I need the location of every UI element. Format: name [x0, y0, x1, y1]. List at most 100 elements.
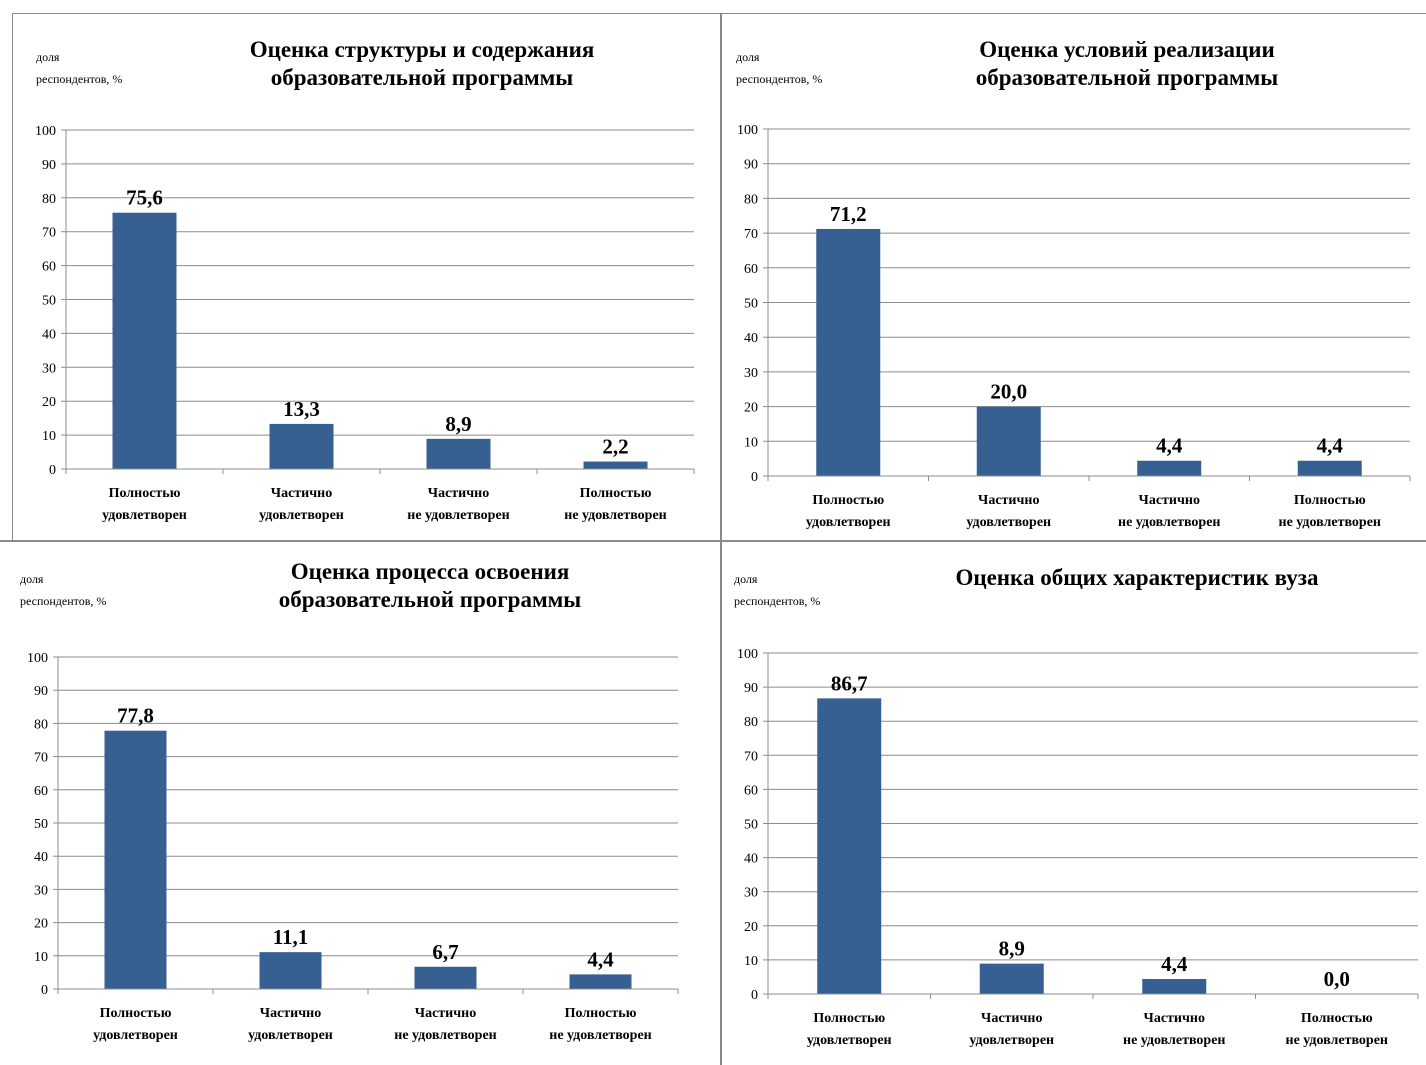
y-tick-label: 20 — [744, 920, 758, 935]
x-category-label: Полностью удовлетворен — [93, 1006, 178, 1043]
y-tick-label: 90 — [744, 681, 758, 696]
chart-panel-structure: доля респондентов, % Оценка структуры и … — [12, 14, 720, 541]
bar — [569, 974, 632, 989]
data-label: 71,2 — [830, 202, 867, 226]
x-category-label-line: не удовлетворен — [1286, 1033, 1388, 1048]
y-axis-label: доля респондентов, % — [736, 50, 823, 86]
x-category-label-line: не удовлетворен — [394, 1028, 496, 1043]
bar — [414, 966, 477, 989]
x-category-label-line: Частично — [978, 493, 1039, 508]
y-tick-label: 20 — [744, 401, 758, 416]
x-category-label-line: Частично — [260, 1006, 321, 1021]
data-label: 11,1 — [273, 925, 309, 949]
x-category-label-line: Полностью — [812, 493, 884, 508]
x-category-label: Частично удовлетворен — [969, 1011, 1054, 1048]
data-label: 75,6 — [126, 186, 163, 210]
x-category-label: Полностью не удовлетворен — [549, 1006, 651, 1043]
y-tick-label: 10 — [744, 435, 758, 450]
y-tick-label: 50 — [744, 818, 758, 833]
vertical-divider — [720, 13, 722, 1065]
y-tick-label: 60 — [42, 260, 56, 275]
y-tick-label: 40 — [34, 850, 48, 865]
x-category-label-line: Частично — [415, 1006, 476, 1021]
chart-title: Оценка структуры и содержания образовате… — [249, 37, 595, 90]
data-label: 20,0 — [990, 380, 1027, 404]
chart-panel-conditions: доля респондентов, % Оценка условий реал… — [722, 14, 1426, 541]
frame-top — [12, 13, 1426, 14]
data-label: 0,0 — [1324, 967, 1350, 991]
x-category-label-line: удовлетворен — [93, 1028, 178, 1043]
x-category-label-line: не удовлетворен — [549, 1028, 651, 1043]
x-category-label-line: Полностью — [1301, 1011, 1373, 1026]
bar — [816, 228, 881, 476]
x-category-label-line: удовлетворен — [969, 1033, 1054, 1048]
frame-left — [12, 13, 13, 541]
x-category-label-line: удовлетворен — [248, 1028, 333, 1043]
bar — [112, 212, 177, 469]
bar — [269, 423, 334, 469]
y-axis-label: доля респондентов, % — [734, 572, 821, 608]
y-tick-label: 70 — [42, 226, 56, 241]
x-category-label-line: удовлетворен — [966, 515, 1051, 530]
y-tick-label: 10 — [744, 954, 758, 969]
x-category-label: Полностью не удовлетворен — [1279, 493, 1381, 530]
bar — [976, 406, 1041, 476]
data-label: 4,4 — [587, 947, 614, 971]
data-label: 8,9 — [445, 412, 471, 436]
y-tick-label: 60 — [34, 784, 48, 799]
y-tick-label: 0 — [751, 470, 758, 485]
bar — [1137, 460, 1202, 476]
chart-title: Оценка условий реализации образовательно… — [975, 37, 1279, 90]
bar-chart: 0 10 20 30 40 50 60 70 80 90 100 86,7 Полностью удовл… — [737, 647, 1419, 1048]
x-category-label-line: Полностью — [565, 1006, 637, 1021]
y-tick-label: 50 — [744, 297, 758, 312]
data-label: 77,8 — [117, 704, 154, 728]
x-category-label: Частично не удовлетворен — [1118, 493, 1220, 530]
y-tick-label: 30 — [744, 366, 758, 381]
x-category-label: Полностью не удовлетворен — [564, 486, 666, 523]
x-category-label-line: Полностью — [580, 486, 652, 501]
data-label: 4,4 — [1161, 952, 1188, 976]
x-category-label-line: Частично — [981, 1011, 1042, 1026]
bar — [1142, 978, 1207, 994]
bar-chart: 0 10 20 30 40 50 60 70 80 90 100 71,2 Полностью удовл… — [737, 123, 1411, 530]
bar — [979, 963, 1044, 994]
x-category-label-line: удовлетворен — [807, 1033, 892, 1048]
x-category-label: Частично удовлетворен — [248, 1006, 333, 1043]
x-category-label-line: не удовлетворен — [407, 508, 509, 523]
data-label: 4,4 — [1156, 434, 1183, 458]
x-category-label: Частично не удовлетворен — [394, 1006, 496, 1043]
bar — [104, 730, 167, 989]
y-tick-label: 90 — [34, 684, 48, 699]
bar — [817, 698, 882, 994]
x-category-label-line: Частично — [1144, 1011, 1205, 1026]
y-tick-label: 20 — [42, 395, 56, 410]
y-tick-label: 40 — [744, 331, 758, 346]
x-category-label: Полностью удовлетворен — [102, 486, 187, 523]
x-category-label: Частично удовлетворен — [966, 493, 1051, 530]
bar-chart: 0 10 20 30 40 50 60 70 80 90 100 75,6 Полностью удовл… — [35, 124, 695, 523]
bar — [583, 461, 648, 469]
y-tick-label: 90 — [42, 158, 56, 173]
y-tick-label: 10 — [42, 429, 56, 444]
chart-panel-process: доля респондентов, % Оценка процесса осв… — [0, 542, 720, 1065]
y-tick-label: 70 — [744, 749, 758, 764]
x-category-label: Частично не удовлетворен — [1123, 1011, 1225, 1048]
y-tick-label: 50 — [42, 294, 56, 309]
x-category-label-line: не удовлетворен — [1118, 515, 1220, 530]
x-category-label-line: не удовлетворен — [1279, 515, 1381, 530]
y-tick-label: 20 — [34, 917, 48, 932]
y-tick-label: 80 — [34, 717, 48, 732]
chart-title: Оценка процесса освоения образовательной… — [278, 559, 582, 612]
y-tick-label: 10 — [34, 950, 48, 965]
data-label: 6,7 — [432, 940, 458, 964]
bar — [1297, 460, 1362, 476]
y-tick-label: 50 — [34, 817, 48, 832]
y-axis-label: доля респондентов, % — [20, 572, 107, 608]
chart-panel-university: доля респондентов, % Оценка общих характ… — [722, 542, 1426, 1065]
y-tick-label: 0 — [41, 983, 48, 998]
x-category-label-line: Частично — [271, 486, 332, 501]
x-category-label: Полностью удовлетворен — [806, 493, 891, 530]
x-category-label: Полностью не удовлетворен — [1286, 1011, 1388, 1048]
bar-chart: 0 10 20 30 40 50 60 70 80 90 100 77,8 Полностью удовл… — [27, 651, 679, 1043]
